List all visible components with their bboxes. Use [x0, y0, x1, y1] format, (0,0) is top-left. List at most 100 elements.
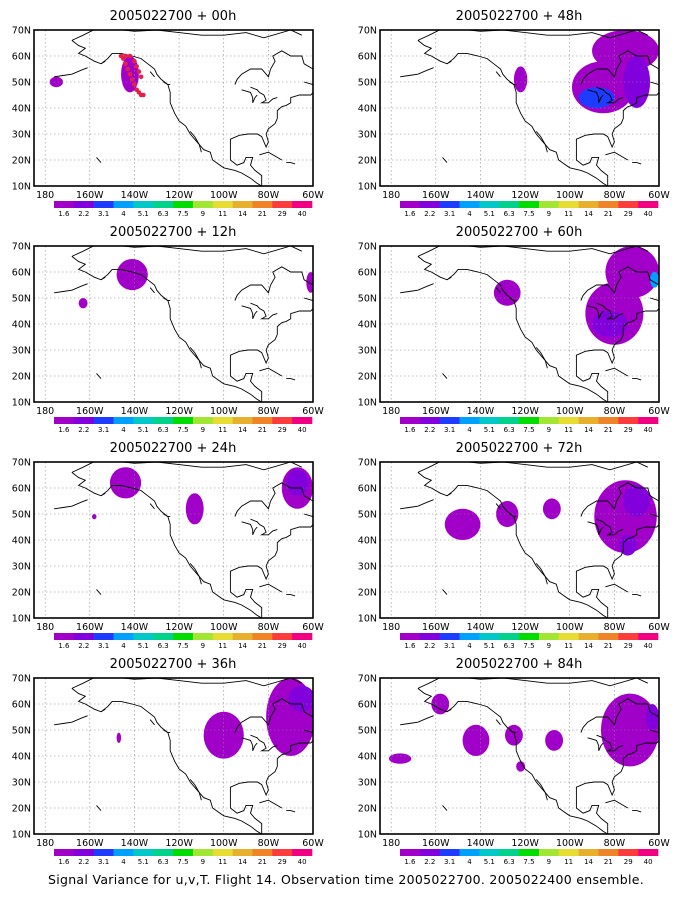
colorbar-swatch: [419, 849, 440, 856]
colorbar-swatch: [272, 849, 293, 856]
lat-tick-label: 40N: [358, 536, 377, 547]
colorbar-swatch: [538, 633, 560, 640]
colorbar-swatch: [192, 417, 214, 424]
colorbar-swatch: [578, 849, 599, 856]
coastline: [400, 67, 434, 78]
coastline: [587, 737, 604, 751]
lon-tick-label: 100W: [556, 190, 584, 201]
coastline: [535, 563, 548, 585]
colorbar-swatch: [400, 849, 421, 856]
lon-tick-label: 120W: [165, 190, 193, 201]
colorbar-label: 40: [644, 858, 653, 864]
colorbar-swatch: [459, 633, 480, 640]
coastline: [189, 131, 202, 153]
lon-tick-label: 160W: [76, 838, 104, 849]
coastline: [163, 513, 171, 518]
colorbar-swatch: [598, 633, 619, 640]
colorbar-label: 1.6: [58, 426, 70, 432]
signal-blob: [388, 753, 412, 764]
colorbar-swatch: [54, 849, 75, 856]
colorbar-label: 6.3: [158, 858, 169, 864]
lat-tick-label: 70N: [12, 242, 31, 253]
lat-tick-label: 20N: [12, 372, 31, 383]
lat-tick-label: 10N: [358, 830, 377, 841]
coastline: [575, 92, 659, 186]
lat-tick-label: 10N: [12, 830, 31, 841]
signal-blob: [516, 761, 526, 772]
colorbar-label: 14: [584, 642, 593, 648]
colorbar-label: 5.1: [484, 210, 495, 216]
panel-title: 2005022700 + 84h: [456, 657, 583, 672]
coastline: [241, 521, 258, 535]
colorbar-swatch: [638, 417, 659, 424]
coastline: [234, 266, 313, 301]
colorbar-swatch: [558, 201, 579, 208]
coastline: [71, 472, 262, 618]
lat-tick-label: 20N: [358, 156, 377, 167]
lon-tick-label: 80W: [258, 190, 280, 201]
colorbar-swatch: [459, 417, 480, 424]
colorbar-label: 40: [298, 858, 307, 864]
colorbar-swatch: [153, 201, 174, 208]
figure-caption: Signal Variance for u,v,T. Flight 14. Ob…: [47, 872, 645, 887]
coastline: [417, 246, 648, 257]
coastline: [286, 810, 296, 813]
panel-title: 2005022700 + 48h: [456, 9, 583, 24]
lon-tick-label: 180: [382, 406, 400, 417]
colorbar-label: 2.2: [424, 210, 435, 216]
colorbar-swatch: [133, 417, 154, 424]
colorbar-label: 29: [278, 426, 287, 432]
colorbar-label: 1.6: [404, 426, 416, 432]
colorbar-label: 11: [218, 210, 227, 216]
colorbar-swatch: [479, 633, 500, 640]
panel-title: 2005022700 + 00h: [110, 9, 237, 24]
coastline: [71, 30, 302, 41]
colorbar-label: 6.3: [504, 210, 515, 216]
coastline: [509, 513, 517, 518]
colorbar-label: 1.6: [58, 858, 70, 864]
colorbar-swatch: [73, 849, 94, 856]
lon-tick-label: 60W: [302, 190, 324, 201]
colorbar-swatch: [499, 201, 520, 208]
lon-tick-label: 160W: [422, 190, 450, 201]
lat-tick-label: 40N: [12, 536, 31, 547]
lon-tick-label: 180: [382, 190, 400, 201]
lat-tick-label: 20N: [12, 156, 31, 167]
coastline: [259, 367, 283, 377]
coastline: [535, 779, 548, 801]
colorbar-label: 9: [547, 858, 551, 864]
lon-tick-label: 100W: [210, 838, 238, 849]
lon-tick-label: 180: [36, 622, 54, 633]
lat-tick-label: 10N: [12, 398, 31, 409]
colorbar-label: 4: [467, 642, 472, 648]
coastline: [649, 81, 659, 86]
coastline: [632, 162, 642, 165]
lon-tick-label: 100W: [556, 838, 584, 849]
colorbar-label: 4: [121, 426, 126, 432]
lat-tick-label: 10N: [358, 398, 377, 409]
figure-panels: 2005022700 + 00h 10N 20N 30N 40N 50N 60N 70N 180…: [12, 9, 671, 864]
coastline: [100, 492, 106, 497]
coastline: [189, 347, 202, 369]
colorbar-swatch: [54, 417, 75, 424]
coastline: [54, 67, 88, 78]
coastline: [229, 308, 313, 402]
colorbar-label: 6.3: [504, 858, 515, 864]
lat-tick-label: 50N: [358, 78, 377, 89]
colorbar-label: 1.6: [404, 858, 416, 864]
coastline: [71, 40, 262, 186]
observation-point: [125, 66, 131, 72]
colorbar-label: 7.5: [177, 642, 188, 648]
colorbar-label: 3.1: [98, 210, 109, 216]
colorbar-swatch: [538, 417, 560, 424]
signal-blob: [623, 485, 651, 517]
colorbar-label: 21: [258, 858, 267, 864]
colorbar-swatch: [153, 633, 174, 640]
signal-blob: [116, 732, 122, 743]
colorbar-label: 4: [467, 858, 472, 864]
lat-tick-label: 70N: [358, 26, 377, 37]
colorbar-swatch: [133, 849, 154, 856]
lon-tick-label: 120W: [511, 406, 539, 417]
coastline: [649, 513, 659, 518]
colorbar-swatch: [419, 633, 440, 640]
